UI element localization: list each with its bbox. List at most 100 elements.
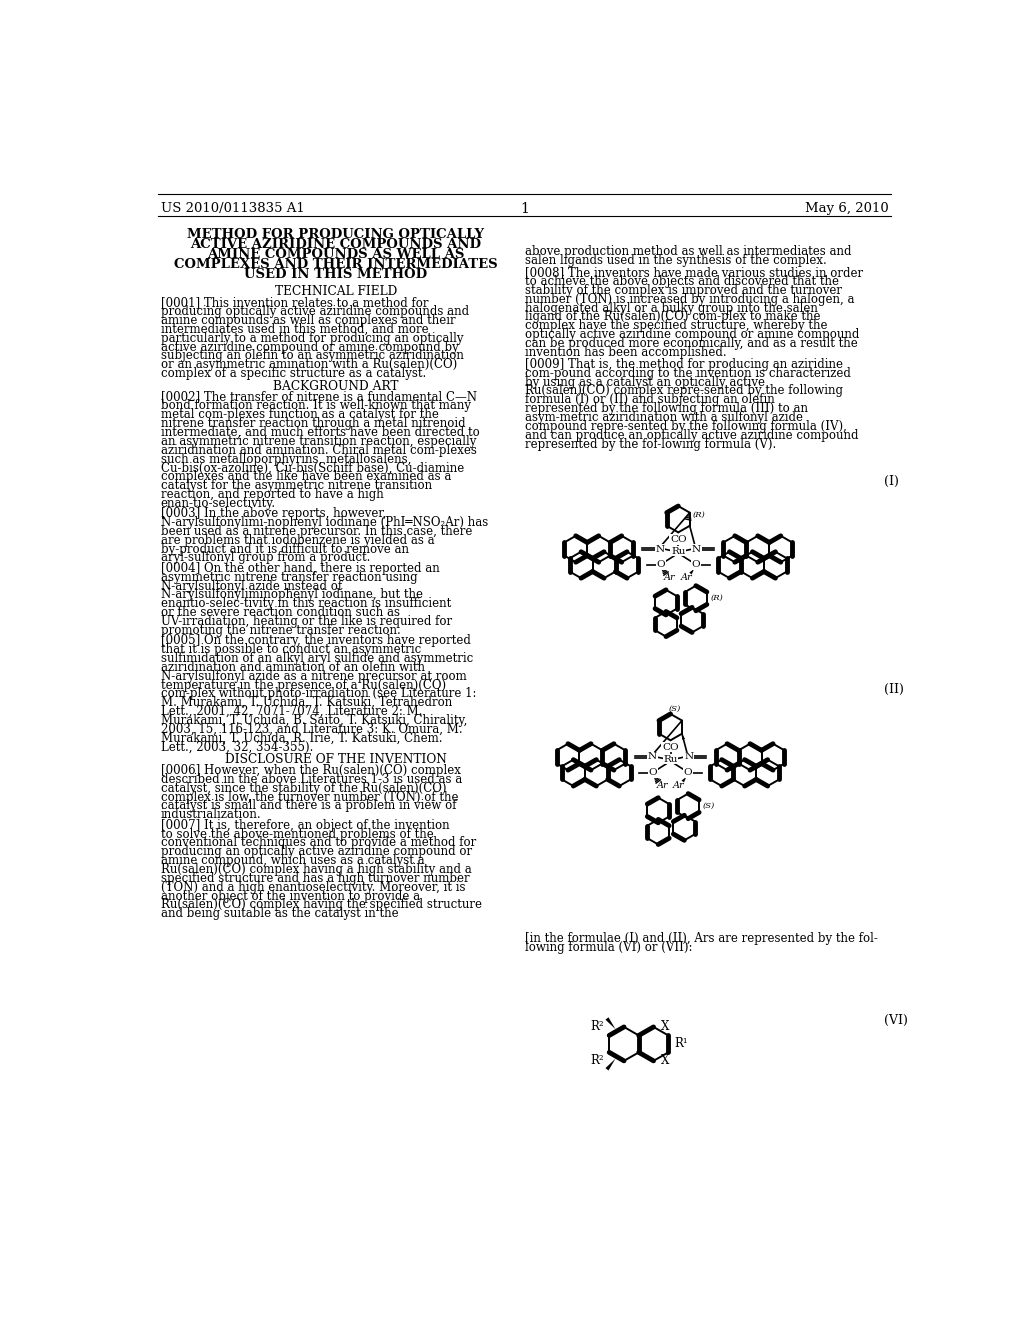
Text: industrialization.: industrialization. [161,808,261,821]
Text: enan‐tio-selectivity.: enan‐tio-selectivity. [161,496,275,510]
Text: 1: 1 [520,202,529,216]
Text: N: N [648,752,657,762]
Text: producing optically active aziridine compounds and: producing optically active aziridine com… [161,305,469,318]
Text: complex is low, the turnover number (TON) of the: complex is low, the turnover number (TON… [161,791,458,804]
Text: or an asymmetric amination with a Ru(salen)(CO): or an asymmetric amination with a Ru(sal… [161,358,457,371]
Text: Ru(salen)(CO) complex having a high stability and a: Ru(salen)(CO) complex having a high stab… [161,863,471,876]
Polygon shape [605,1059,615,1071]
Text: O: O [656,561,666,569]
Text: Lett., 2001, 42, 7071-7074, Literature 2: M.: Lett., 2001, 42, 7071-7074, Literature 2… [161,705,422,718]
Text: optically active aziridine compound or amine compound: optically active aziridine compound or a… [524,329,859,341]
Text: are problems that iodobenzene is yielded as a: are problems that iodobenzene is yielded… [161,533,434,546]
Text: USED IN THIS METHOD: USED IN THIS METHOD [244,268,427,281]
Text: O: O [684,768,692,777]
Text: promoting the nitrene transfer reaction.: promoting the nitrene transfer reaction. [161,624,400,636]
Text: Ar: Ar [673,781,685,789]
Text: and being suitable as the catalyst in the: and being suitable as the catalyst in th… [161,907,398,920]
Text: [0004] On the other hand, there is reported an: [0004] On the other hand, there is repor… [161,562,439,576]
Text: DISCLOSURE OF THE INVENTION: DISCLOSURE OF THE INVENTION [224,754,446,766]
Text: X: X [662,1055,670,1068]
Text: aziridination and amination. Chiral metal com‐plexes: aziridination and amination. Chiral meta… [161,444,476,457]
Text: above production method as well as intermediates and: above production method as well as inter… [524,246,851,259]
Text: another object of the invention to provide a: another object of the invention to provi… [161,890,420,903]
Text: catalyst for the asymmetric nitrene transition: catalyst for the asymmetric nitrene tran… [161,479,432,492]
Polygon shape [691,609,695,610]
Polygon shape [689,569,694,574]
Text: N-arylsulfonyliminophenyl iodinane, but the: N-arylsulfonyliminophenyl iodinane, but … [161,589,423,602]
Text: [0005] On the contrary, the inventors have reported: [0005] On the contrary, the inventors ha… [161,635,470,647]
Text: (TON) and a high enantioselectivity. Moreover, it is: (TON) and a high enantioselectivity. Mor… [161,880,465,894]
Text: X: X [662,1020,670,1034]
Text: ACTIVE AZIRIDINE COMPOUNDS AND: ACTIVE AZIRIDINE COMPOUNDS AND [190,238,481,251]
Text: described in the above Literatures 1-3 is used as a: described in the above Literatures 1-3 i… [161,774,462,785]
Text: US 2010/0113835 A1: US 2010/0113835 A1 [161,202,304,215]
Text: enantio-selec‐tivity in this reaction is insufficient: enantio-selec‐tivity in this reaction is… [161,597,451,610]
Text: METHOD FOR PRODUCING OPTICALLY: METHOD FOR PRODUCING OPTICALLY [187,227,484,240]
Text: invention has been accomplished.: invention has been accomplished. [524,346,726,359]
Text: complexes and the like have been examined as a: complexes and the like have been examine… [161,470,451,483]
Text: and can produce an optically active aziridine compound: and can produce an optically active azir… [524,429,858,442]
Text: an asymmetric nitrene transition reaction, especially: an asymmetric nitrene transition reactio… [161,434,476,447]
Text: Murakami, T. Uchida, R. Irie, T. Katsuki, Chem.: Murakami, T. Uchida, R. Irie, T. Katsuki… [161,731,442,744]
Text: [0002] The transfer of nitrene is a fundamental C—N: [0002] The transfer of nitrene is a fund… [161,391,476,404]
Text: TECHNICAL FIELD: TECHNICAL FIELD [274,285,397,298]
Polygon shape [682,776,686,783]
Text: Murakami, T. Uchida, B. Saito, T. Katsuki, Chirality,: Murakami, T. Uchida, B. Saito, T. Katsuk… [161,714,467,727]
Text: (S): (S) [703,803,716,810]
Text: ligand of the Ru(salen)(CO) com‐plex to make the: ligand of the Ru(salen)(CO) com‐plex to … [524,310,820,323]
Text: (II): (II) [884,684,903,696]
Text: to solve the above-mentioned problems of the: to solve the above-mentioned problems of… [161,828,433,841]
Text: sulfimidation of an alkyl aryl sulfide and asymmetric: sulfimidation of an alkyl aryl sulfide a… [161,652,473,665]
Text: subjecting an olefin to an asymmetric aziridination: subjecting an olefin to an asymmetric az… [161,350,464,363]
Text: UV-irradiation, heating or the like is required for: UV-irradiation, heating or the like is r… [161,615,452,628]
Text: intermediate, and much efforts have been directed to: intermediate, and much efforts have been… [161,426,479,440]
Text: Ar: Ar [681,573,692,582]
Text: COMPLEXES AND THEIR INTERMEDIATES: COMPLEXES AND THEIR INTERMEDIATES [174,257,498,271]
Text: N-arylsulfonylimi‐nophenyl iodinane (PhI═NSO₂Ar) has: N-arylsulfonylimi‐nophenyl iodinane (PhI… [161,516,487,529]
Text: N: N [684,752,693,762]
Text: N-arylsulfonyl azide as a nitrene precursor at room: N-arylsulfonyl azide as a nitrene precur… [161,669,466,682]
Text: nitrene transfer reaction through a metal nitrenoid: nitrene transfer reaction through a meta… [161,417,465,430]
Text: lowing formula (VI) or (VII):: lowing formula (VI) or (VII): [524,941,692,954]
Text: formula (I) or (II) and subjecting an olefin: formula (I) or (II) and subjecting an ol… [524,393,774,407]
Text: [0006] However, when the Ru(salen)(CO) complex: [0006] However, when the Ru(salen)(CO) c… [161,764,461,777]
Text: can be produced more economically, and as a result the: can be produced more economically, and a… [524,337,857,350]
Text: M. Murakami, T. Uchida, T. Katsuki, Tetrahedron: M. Murakami, T. Uchida, T. Katsuki, Tetr… [161,696,452,709]
Text: (R): (R) [711,594,724,602]
Text: conventional techniques and to provide a method for: conventional techniques and to provide a… [161,837,476,849]
Text: (I): (I) [884,475,898,488]
Text: Ar: Ar [656,781,668,789]
Text: O: O [691,561,700,569]
Polygon shape [684,816,688,818]
Text: [0007] It is, therefore, an object of the invention: [0007] It is, therefore, an object of th… [161,818,450,832]
Text: N: N [692,545,701,553]
Text: intermediates used in this method, and more: intermediates used in this method, and m… [161,323,428,335]
Text: Ar: Ar [665,573,676,582]
Text: [0001] This invention relates to a method for: [0001] This invention relates to a metho… [161,296,428,309]
Text: temperature in the presence of a Ru(salen)(CO): temperature in the presence of a Ru(sale… [161,678,445,692]
Text: metal com‐plexes function as a catalyst for the: metal com‐plexes function as a catalyst … [161,408,438,421]
Text: represented by the fol‐lowing formula (V).: represented by the fol‐lowing formula (V… [524,437,776,450]
Text: (VI): (VI) [884,1014,907,1027]
Text: N-arylsulfonyl azide instead of: N-arylsulfonyl azide instead of [161,579,342,593]
Text: [0003] In the above reports, however,: [0003] In the above reports, however, [161,507,386,520]
Text: asymmetric nitrene transfer reaction using: asymmetric nitrene transfer reaction usi… [161,570,417,583]
Text: number (TON) is increased by introducing a halogen, a: number (TON) is increased by introducing… [524,293,854,306]
Text: (R): (R) [693,511,706,519]
Text: amine compounds as well as complexes and their: amine compounds as well as complexes and… [161,314,456,327]
Text: complex of a specific structure as a catalyst.: complex of a specific structure as a cat… [161,367,426,380]
Text: such as metalloporphyrins, metallosalens,: such as metalloporphyrins, metallosalens… [161,453,411,466]
Text: been used as a nitrene precursor. In this case, there: been used as a nitrene precursor. In thi… [161,525,472,539]
Text: com‐plex without photo-irradiation (see Literature 1:: com‐plex without photo-irradiation (see … [161,688,476,701]
Text: CO: CO [670,535,686,544]
Text: by using as a catalyst an optically active: by using as a catalyst an optically acti… [524,376,765,388]
Text: stability of the complex is improved and the turnover: stability of the complex is improved and… [524,284,842,297]
Text: aryl‐sulfonyl group from a product.: aryl‐sulfonyl group from a product. [161,552,370,565]
Text: particularly to a method for producing an optically: particularly to a method for producing a… [161,331,463,345]
Text: complex have the specified structure, whereby the: complex have the specified structure, wh… [524,319,827,333]
Text: compound repre‐sented by the following formula (IV),: compound repre‐sented by the following f… [524,420,847,433]
Text: specified structure and has a high turnover number: specified structure and has a high turno… [161,871,469,884]
Text: com‐pound according to the invention is characterized: com‐pound according to the invention is … [524,367,851,380]
Text: halogenated alkyl or a bulky group into the salen: halogenated alkyl or a bulky group into … [524,302,818,314]
Text: CO: CO [663,743,679,751]
